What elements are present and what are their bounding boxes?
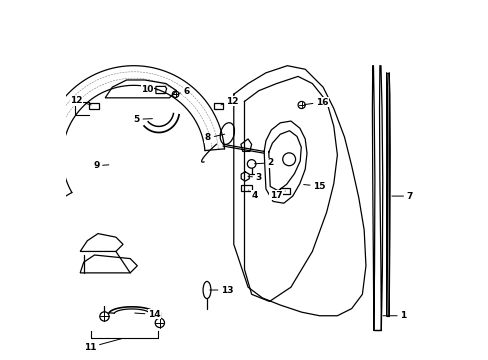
Text: 16: 16	[304, 98, 328, 107]
Text: 3: 3	[247, 173, 262, 182]
Text: 5: 5	[133, 115, 152, 124]
Text: 4: 4	[248, 190, 257, 200]
Text: 12: 12	[221, 97, 238, 106]
Text: 10: 10	[141, 85, 158, 94]
Text: 14: 14	[135, 310, 161, 319]
Text: 9: 9	[93, 161, 109, 170]
Text: 6: 6	[178, 87, 189, 96]
Text: 7: 7	[391, 192, 412, 201]
Text: 8: 8	[204, 133, 224, 142]
Text: 17: 17	[269, 191, 285, 200]
Text: 2: 2	[254, 158, 273, 167]
Text: 11: 11	[84, 339, 122, 352]
Text: 13: 13	[209, 285, 233, 294]
Text: 1: 1	[382, 311, 406, 320]
Text: 12: 12	[70, 96, 91, 105]
Text: 15: 15	[303, 181, 325, 190]
